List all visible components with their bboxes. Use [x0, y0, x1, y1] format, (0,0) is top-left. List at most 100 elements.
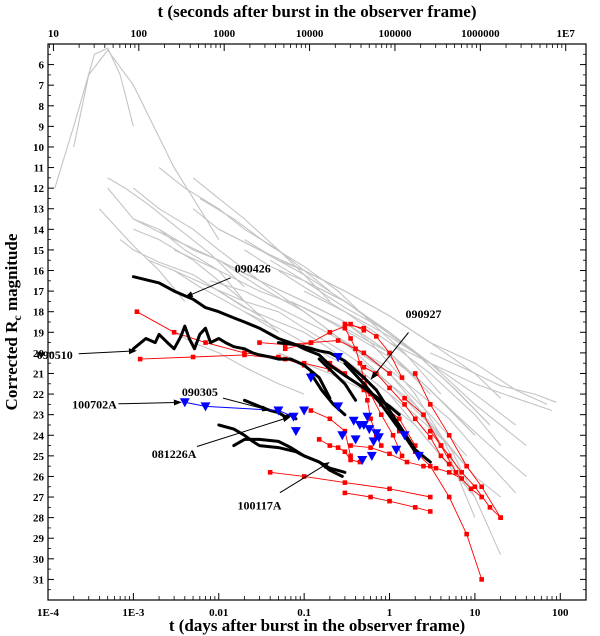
- upper-limit-marker: [337, 431, 348, 441]
- x2-tick-label: 10: [48, 28, 60, 40]
- dark-grb-point: [134, 309, 140, 315]
- dark-grb-point: [402, 402, 407, 407]
- background-light-curve: [133, 228, 245, 302]
- dark-grb-point: [399, 375, 405, 380]
- dark-grb-point: [348, 321, 353, 327]
- annotation-label: 090305: [182, 385, 218, 399]
- dark-grb-point: [387, 498, 392, 504]
- dark-grb-point: [190, 354, 196, 360]
- background-light-curve: [192, 177, 331, 302]
- annotation-arrow-head: [321, 462, 330, 469]
- background-light-curve: [303, 280, 491, 426]
- dark-grb-point: [342, 321, 348, 327]
- background-grb-layer: [54, 47, 557, 555]
- upper-limit-marker: [305, 373, 316, 383]
- dark-grb-point: [479, 577, 484, 582]
- upper-limit-marker: [200, 402, 211, 412]
- y-tick-label: 28: [33, 513, 45, 525]
- x2-tick-label: 100000: [378, 28, 412, 40]
- upper-limit-marker: [288, 412, 299, 422]
- dark-grb-point: [308, 340, 314, 345]
- dark-grb-point: [446, 461, 452, 467]
- dark-grb-point: [276, 354, 281, 360]
- highlight-curve: [131, 324, 332, 400]
- x-tick-label: 1: [387, 607, 393, 619]
- background-light-curve: [73, 49, 220, 240]
- dark-grb-point: [433, 465, 439, 471]
- y-tick-label: 16: [33, 266, 45, 278]
- tick-layer: 1E-4 1E-3 0.01 0.1 1 10 100 10 100 1000 10000 10000…: [33, 28, 587, 619]
- y-tick-label: 23: [33, 410, 45, 422]
- annotation-arrow-head: [173, 399, 182, 406]
- dark-grb-point: [412, 505, 418, 510]
- highlight-curve: [232, 437, 344, 478]
- dark-grb-point: [464, 463, 469, 469]
- annotation-label: 100702A: [72, 397, 117, 411]
- background-light-curve: [148, 259, 279, 333]
- annotation-label: 090510: [37, 348, 73, 362]
- background-light-curve: [54, 47, 134, 189]
- dark-grb-point: [402, 395, 407, 401]
- upper-limit-marker: [391, 445, 402, 455]
- dark-grb-point: [342, 428, 348, 434]
- upper-limit-marker: [179, 398, 190, 408]
- dark-grb-point: [335, 445, 341, 450]
- dark-grb-point: [357, 360, 363, 366]
- y-tick-label: 6: [39, 60, 45, 72]
- dark-grb-point: [387, 486, 392, 492]
- dark-grb-point: [498, 515, 503, 520]
- upper-limit-marker: [333, 402, 344, 412]
- annotation-arrow-head: [370, 371, 378, 380]
- dark-grb-point: [421, 412, 426, 417]
- dark-grb-point: [242, 352, 247, 358]
- x-axis-title: t (days after burst in the observer fram…: [169, 616, 465, 635]
- background-light-curve: [173, 269, 476, 477]
- annotation-arrow-line: [373, 332, 409, 376]
- background-light-curve: [290, 300, 527, 477]
- background-light-curve: [430, 352, 557, 403]
- annotation-arrow-line: [279, 464, 325, 494]
- y-tick-label: 24: [33, 430, 45, 442]
- dark-grb-point: [387, 371, 392, 376]
- highlight-curve: [309, 372, 347, 417]
- dark-grb-point: [342, 371, 348, 376]
- upper-limit-marker: [399, 431, 410, 441]
- dark-grb-point: [368, 445, 373, 450]
- dark-grb-point: [472, 484, 478, 490]
- annotation-arrow-head: [128, 348, 137, 355]
- dark-grb-point: [267, 470, 273, 475]
- dark-grb-point: [374, 334, 379, 339]
- upper-limit-marker: [354, 421, 365, 430]
- upper-limit-marker: [371, 429, 382, 439]
- dark-grb-point: [327, 329, 333, 335]
- dark-grb-point: [348, 336, 353, 341]
- y-tick-label: 7: [39, 80, 45, 92]
- y-tick-label: 17: [33, 286, 45, 298]
- background-light-curve: [363, 362, 502, 555]
- x-tick-label: 1E-3: [122, 607, 145, 619]
- x2-tick-label: 1E7: [557, 28, 576, 40]
- y-tick-label: 18: [33, 307, 45, 319]
- upper-limit-layer: [179, 353, 424, 465]
- upper-limit-marker: [368, 437, 379, 447]
- dark-grb-curve: [363, 366, 450, 465]
- background-light-curve: [389, 342, 553, 412]
- dark-grb-point: [387, 385, 392, 391]
- dark-grb-point: [404, 459, 410, 465]
- dark-grb-point: [427, 402, 433, 407]
- dark-grb-point: [427, 435, 433, 440]
- x-tick-label: 10: [469, 607, 481, 619]
- y-tick-label: 9: [39, 121, 45, 133]
- dark-grb-point: [378, 412, 384, 417]
- dark-grb-point: [399, 453, 405, 459]
- background-light-curve: [244, 311, 501, 498]
- background-light-curve: [303, 290, 502, 446]
- y-tick-label: 22: [33, 389, 45, 401]
- y-tick-label: 8: [39, 101, 45, 113]
- annotation-label: 081226A: [152, 447, 197, 461]
- dark-grb-point: [361, 350, 367, 356]
- y-tick-label: 31: [33, 574, 44, 586]
- y-tick-label: 30: [33, 554, 45, 566]
- dark-grb-point: [368, 416, 373, 422]
